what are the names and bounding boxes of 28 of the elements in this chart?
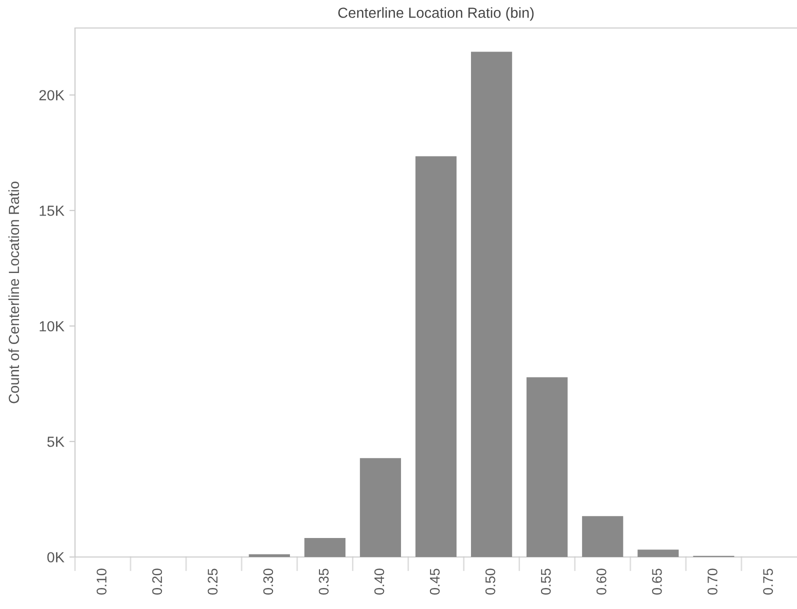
x-tick-label: 0.25 (208, 568, 218, 595)
x-tick-label: 0.55 (540, 568, 551, 595)
x-tick-label: 0.40 (374, 568, 384, 595)
x-tick-label: 0.45 (430, 568, 440, 595)
y-tick-label: 20K (39, 90, 64, 100)
bar (638, 550, 679, 557)
bar (470, 52, 512, 557)
y-axis-title: Count of Centerline Location Ratio (8, 182, 20, 404)
chart-title: Centerline Location Ratio (bin) (338, 7, 534, 21)
x-tick-label: 0.50 (485, 568, 496, 595)
x-tick-label: 0.10 (96, 568, 106, 595)
bar (248, 554, 290, 557)
x-tick-label: 0.30 (263, 568, 274, 595)
x-tick-label: 0.35 (318, 568, 329, 595)
bar (415, 156, 457, 557)
y-tick-label: 0K (47, 552, 64, 562)
x-tick-label: 0.70 (708, 568, 718, 595)
y-tick-label: 10K (40, 321, 64, 332)
bar (526, 377, 568, 557)
y-tick-label: 5K (47, 436, 64, 447)
x-tick-label: 0.65 (652, 568, 662, 595)
bar (360, 458, 402, 557)
y-tick-label: 15K (40, 206, 64, 216)
bar (304, 538, 346, 557)
x-tick-label: 0.75 (763, 568, 773, 595)
x-tick-label: 0.60 (596, 568, 606, 595)
x-tick-label: 0.20 (152, 568, 162, 595)
bar (582, 516, 624, 557)
